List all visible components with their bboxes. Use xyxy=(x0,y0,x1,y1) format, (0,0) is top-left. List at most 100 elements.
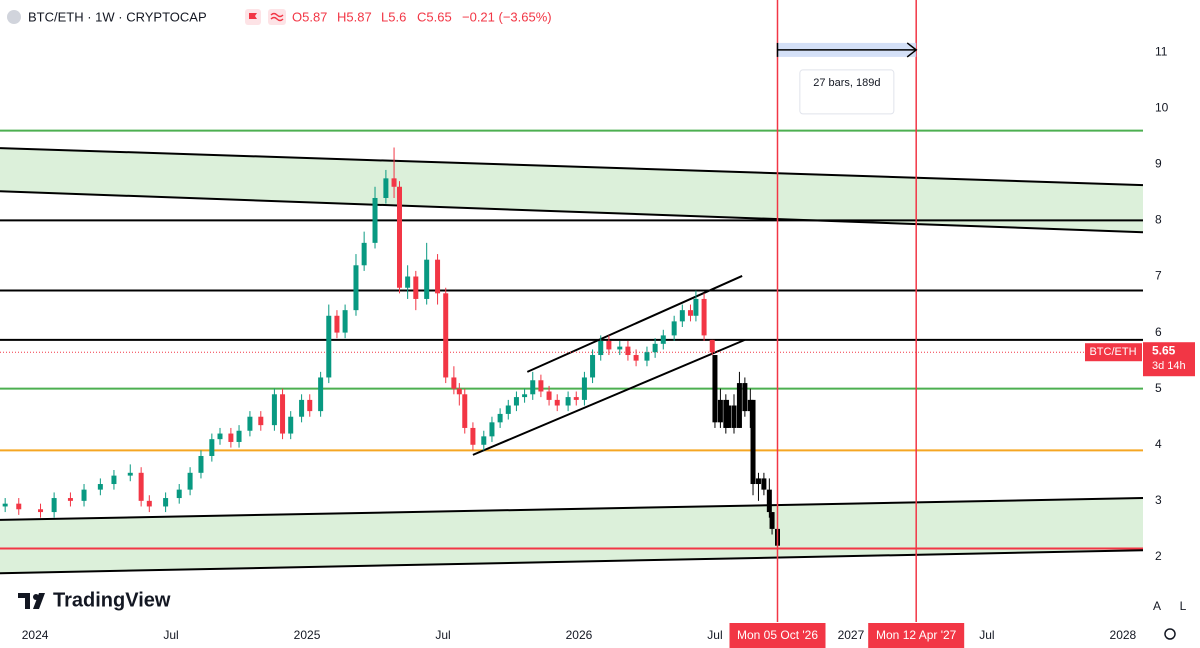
y-tick-label: 3 xyxy=(1155,493,1162,507)
candle-body xyxy=(391,178,397,187)
candle-body xyxy=(530,380,536,395)
candle-body xyxy=(671,321,677,336)
candle-body xyxy=(111,475,117,485)
candle-body xyxy=(679,310,685,322)
candle-body xyxy=(372,197,378,243)
candle-body xyxy=(353,265,359,311)
candle-body xyxy=(717,399,723,423)
candle-body xyxy=(413,276,419,299)
trend-line xyxy=(526,275,743,373)
channel-band xyxy=(0,498,1143,574)
candle-body xyxy=(38,509,44,513)
candle-body xyxy=(766,489,772,513)
channel-band xyxy=(0,148,1143,233)
candle-body xyxy=(176,489,182,499)
candle-body xyxy=(67,498,73,501)
candle-body xyxy=(505,405,511,414)
candle-body xyxy=(652,343,658,353)
candle-body xyxy=(660,335,666,344)
candle-body xyxy=(307,399,313,412)
candle-body xyxy=(443,293,449,378)
x-tick-label: Jul xyxy=(979,628,994,642)
candle-body xyxy=(127,472,133,476)
date-range-label: 27 bars, 189d xyxy=(813,77,880,89)
x-tick-label: Jul xyxy=(707,628,722,642)
symbol-title: BTC/ETH · 1W · CRYPTOCAP xyxy=(28,9,207,24)
candle-body xyxy=(187,472,193,490)
candle-body xyxy=(271,394,277,426)
candle-body xyxy=(405,276,411,288)
x-tick-label: 2024 xyxy=(22,628,49,642)
compare-icon[interactable] xyxy=(268,9,286,25)
candle-body xyxy=(538,380,544,392)
candle-body xyxy=(481,436,487,445)
price-axis-bg xyxy=(1143,0,1200,622)
y-tick-label: 2 xyxy=(1155,549,1162,563)
candle-body xyxy=(236,430,242,442)
candle-body xyxy=(625,346,631,356)
candle-body xyxy=(247,416,253,431)
plot-area xyxy=(0,129,1144,575)
channel-edge xyxy=(0,549,1144,575)
candle-body xyxy=(598,341,604,356)
y-tick-label: 8 xyxy=(1155,213,1162,227)
candle-body xyxy=(513,397,519,406)
candle-body xyxy=(709,339,715,353)
candle-body xyxy=(326,315,332,378)
candle-body xyxy=(554,399,560,406)
candle-body xyxy=(497,413,503,423)
channel-edge xyxy=(0,147,1144,187)
date-marker-label: Mon 12 Apr '27 xyxy=(876,628,957,642)
channel-edge xyxy=(0,190,1144,234)
price-tag-countdown: 3d 14h xyxy=(1152,360,1186,372)
candle-body xyxy=(489,422,495,437)
candle-body xyxy=(81,489,87,501)
candle-body xyxy=(342,310,348,333)
candle-body xyxy=(470,427,476,445)
candle-body xyxy=(209,439,215,456)
candle-body xyxy=(456,388,462,395)
candle-body xyxy=(617,346,623,350)
candle-body xyxy=(138,472,144,501)
candle-body xyxy=(163,498,169,507)
candle-body xyxy=(451,377,457,389)
candle-body xyxy=(644,352,650,361)
ohlc-value: O5.87 xyxy=(292,9,327,24)
date-range-arrowhead xyxy=(906,42,918,58)
ohlc-value: −0.21 (−3.65%) xyxy=(462,9,552,24)
channel-edge xyxy=(0,497,1144,521)
x-tick-label: Jul xyxy=(163,628,178,642)
x-tick-label: 2025 xyxy=(294,628,321,642)
series-tag-box xyxy=(1085,343,1142,362)
log-scale-button[interactable]: L xyxy=(1180,599,1187,613)
y-tick-label: 9 xyxy=(1155,157,1162,171)
candle-body xyxy=(701,298,707,336)
settings-button[interactable] xyxy=(1164,628,1176,640)
candle-body xyxy=(299,399,305,417)
date-marker-label: Mon 05 Oct '26 xyxy=(737,628,818,642)
candle-body xyxy=(755,478,761,485)
auto-scale-button[interactable]: A xyxy=(1153,599,1161,613)
ohlc-legend: O5.87 H5.87 L5.6 C5.65 −0.21 (−3.65%) xyxy=(292,9,552,24)
candle-body xyxy=(723,399,729,428)
series-tag-name: BTC/ETH xyxy=(1089,346,1136,358)
y-tick-label: 5 xyxy=(1155,381,1162,395)
candle-body xyxy=(590,355,596,378)
candle-body xyxy=(258,416,264,426)
candle-body xyxy=(198,455,204,473)
y-tick-label: 10 xyxy=(1155,100,1169,114)
candle-body xyxy=(424,259,430,299)
symbol-icon xyxy=(7,10,21,24)
price-tag-value: 5.65 xyxy=(1152,343,1176,357)
x-tick-label: 2027 xyxy=(838,628,865,642)
candle-body xyxy=(736,383,742,428)
candle-body xyxy=(51,498,57,513)
logo-text: TradingView xyxy=(53,589,171,611)
ohlc-value: H5.87 xyxy=(337,9,372,24)
candle-body xyxy=(546,391,552,400)
y-tick-label: 11 xyxy=(1155,44,1168,58)
candle-body xyxy=(742,383,748,412)
candle-body xyxy=(687,310,693,316)
